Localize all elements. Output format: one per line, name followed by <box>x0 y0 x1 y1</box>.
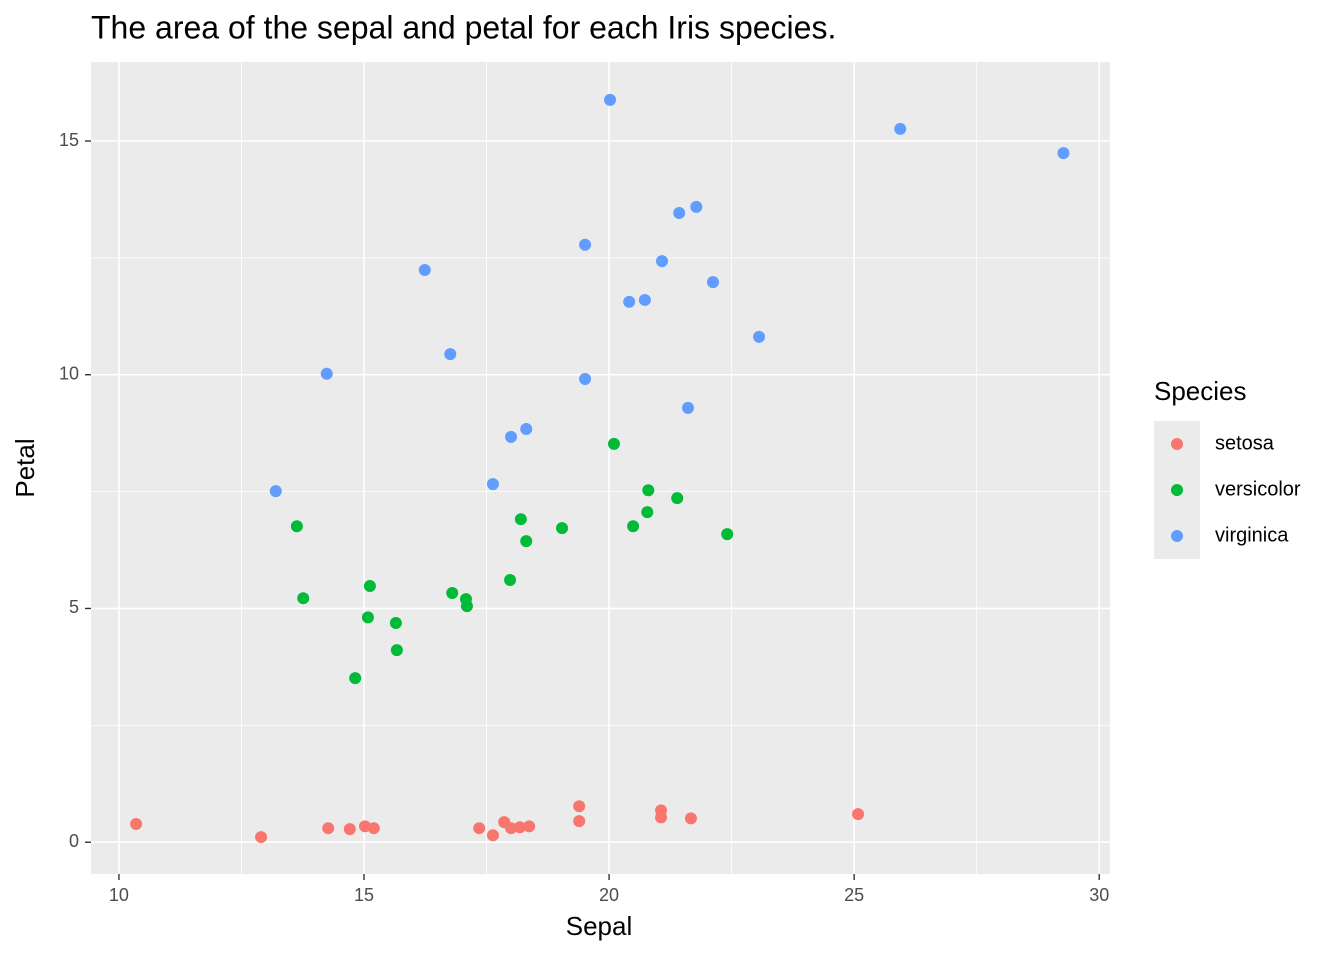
y-tick-label: 5 <box>69 597 79 617</box>
point <box>753 330 766 343</box>
point <box>367 822 380 835</box>
point <box>418 264 431 277</box>
legend-key <box>1171 438 1183 450</box>
point <box>579 372 592 385</box>
point <box>486 829 499 842</box>
x-tick-label: 25 <box>844 885 864 905</box>
point <box>706 276 719 289</box>
point <box>671 492 684 505</box>
y-axis-label: Petal <box>10 438 40 497</box>
point <box>349 672 362 685</box>
y-tick-label: 0 <box>69 831 79 851</box>
x-tick-label: 10 <box>109 885 129 905</box>
point <box>573 815 586 828</box>
point <box>638 293 651 306</box>
point <box>627 520 640 533</box>
point <box>486 478 499 491</box>
point <box>721 528 734 541</box>
point <box>446 587 459 600</box>
point <box>343 823 356 836</box>
point <box>505 822 518 835</box>
point <box>579 238 592 251</box>
x-tick-label: 30 <box>1089 885 1109 905</box>
point <box>390 644 403 657</box>
point <box>556 522 569 535</box>
legend-key <box>1171 530 1183 542</box>
legend-label: versicolor <box>1215 478 1301 500</box>
x-tick-label: 20 <box>599 885 619 905</box>
point <box>255 831 268 844</box>
point <box>523 820 536 833</box>
point <box>894 122 907 135</box>
point <box>363 580 376 593</box>
point <box>460 600 473 613</box>
point <box>505 430 518 443</box>
point <box>297 592 310 605</box>
point <box>361 611 374 624</box>
point <box>681 401 694 414</box>
x-axis-label: Sepal <box>566 911 633 941</box>
point <box>520 422 533 435</box>
point <box>655 811 668 824</box>
point <box>673 206 686 219</box>
point <box>623 295 636 308</box>
point <box>604 93 617 106</box>
legend-key <box>1171 484 1183 496</box>
point <box>514 513 527 526</box>
y-tick-label: 10 <box>59 363 79 383</box>
point <box>473 822 486 835</box>
point <box>513 821 526 834</box>
point <box>642 484 655 497</box>
point <box>852 808 865 821</box>
point <box>130 817 143 830</box>
point <box>607 437 620 450</box>
legend-label: virginica <box>1215 524 1289 546</box>
point <box>1057 147 1070 160</box>
chart-title: The area of the sepal and petal for each… <box>91 9 836 45</box>
point <box>690 200 703 213</box>
point <box>684 812 697 825</box>
point <box>389 616 402 629</box>
x-tick-label: 15 <box>354 885 374 905</box>
point <box>269 485 282 498</box>
point <box>573 800 586 813</box>
legend-title: Species <box>1154 376 1247 406</box>
point <box>444 348 457 361</box>
point <box>322 822 335 835</box>
y-tick-label: 15 <box>59 130 79 150</box>
legend-label: setosa <box>1215 432 1275 454</box>
point <box>656 255 669 268</box>
point <box>290 520 303 533</box>
point <box>641 506 654 519</box>
plot-panel <box>91 62 1110 874</box>
point <box>520 535 533 548</box>
point <box>320 367 333 380</box>
point <box>504 573 517 586</box>
